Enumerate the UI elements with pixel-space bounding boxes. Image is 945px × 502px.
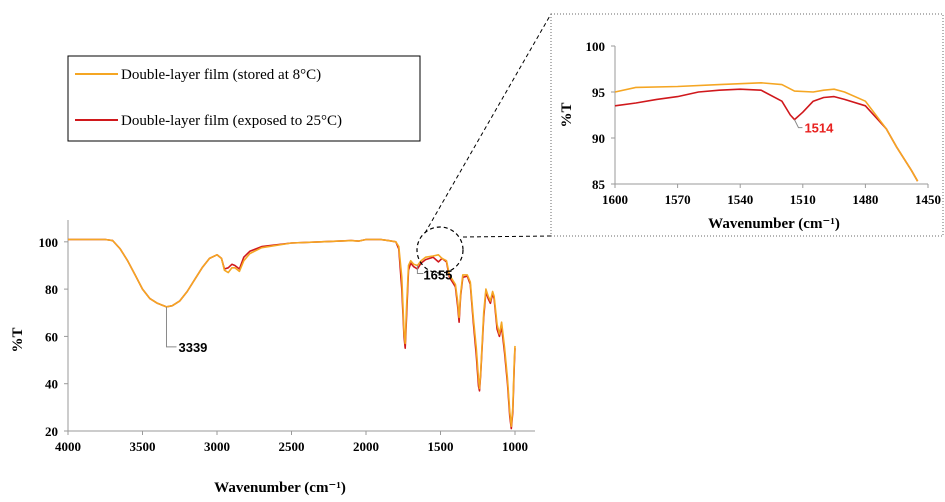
inset-annotation-label: 1514 <box>804 121 834 136</box>
inset-y-tick-label: 85 <box>592 177 606 192</box>
inset-y-tick-label: 95 <box>592 85 606 100</box>
main-x-tick-label: 3000 <box>204 439 230 454</box>
inset-y-tick-label: 90 <box>592 131 605 146</box>
main-x-tick-label: 4000 <box>55 439 81 454</box>
zoom-connector-upper <box>424 13 552 234</box>
inset-y-tick-label: 100 <box>586 39 606 54</box>
inset-x-tick-label: 1480 <box>852 192 878 207</box>
zoom-circle <box>416 226 464 274</box>
inset-x-axis-title: Wavenumber (cm⁻¹) <box>708 216 840 232</box>
main-annotation-label: 3339 <box>178 340 207 355</box>
main-x-tick-label: 1500 <box>428 439 454 454</box>
main-x-axis-title: Wavenumber (cm⁻¹) <box>214 480 346 496</box>
inset-annotation-leader <box>794 119 803 129</box>
legend-label-stored: Double-layer film (stored at 8°C) <box>121 67 321 83</box>
main-y-tick-label: 100 <box>39 235 59 250</box>
main-annotation-leader <box>165 306 177 348</box>
inset-x-tick-label: 1540 <box>727 192 753 207</box>
main-y-tick-label: 40 <box>45 377 58 392</box>
main-series-stored-8c <box>68 238 516 428</box>
inset-x-tick-label: 1450 <box>915 192 941 207</box>
main-x-tick-label: 1000 <box>502 439 528 454</box>
legend-label-exposed: Double-layer film (exposed to 25°C) <box>121 113 342 129</box>
inset-x-tick-label: 1510 <box>790 192 816 207</box>
inset-frame <box>550 13 944 237</box>
main-annotation-label: 1655 <box>423 267 452 282</box>
main-x-tick-label: 2000 <box>353 439 379 454</box>
inset-series-stored-8c <box>614 82 919 182</box>
main-y-axis-title: %T <box>10 327 26 352</box>
main-x-tick-label: 3500 <box>130 439 156 454</box>
main-y-tick-label: 20 <box>45 424 58 439</box>
zoom-connector-lower <box>462 235 552 238</box>
inset-x-tick-label: 1570 <box>665 192 691 207</box>
legend: Double-layer film (stored at 8°C) Double… <box>67 55 421 142</box>
main-plot: 4000 3500 3000 2500 2000 1500 1000 20 40 60 80 100… <box>10 220 535 496</box>
main-y-tick-label: 60 <box>45 329 58 344</box>
main-annotation-leader <box>416 265 424 274</box>
zoom-indicator <box>416 13 552 274</box>
main-x-tick-label: 2500 <box>279 439 305 454</box>
inset-x-tick-label: 1600 <box>602 192 628 207</box>
inset-y-axis-title: %T <box>559 102 575 127</box>
main-y-tick-label: 80 <box>45 282 58 297</box>
legend-frame <box>67 55 421 142</box>
